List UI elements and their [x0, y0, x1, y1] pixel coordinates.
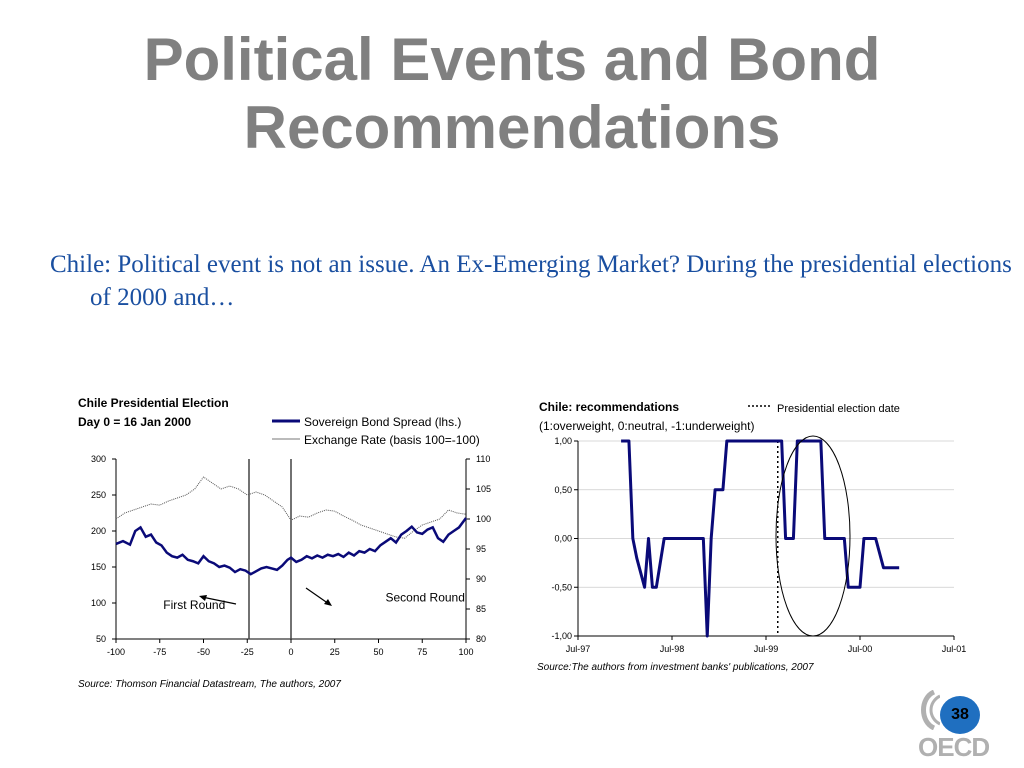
right-chart-axes: 1,00 0,50 0,00 -0,50 -1,00 Jul-97 Jul-98 Jul-99…	[551, 436, 966, 654]
oecd-logo-text: OECD	[918, 732, 990, 762]
x-tick-label: 50	[373, 647, 383, 657]
right-y-tick-label: 100	[476, 514, 491, 524]
legend-election-label: Presidential election date	[777, 403, 900, 415]
y-tick-label: -0,50	[551, 582, 572, 592]
right-chart-marks	[621, 439, 900, 638]
x-tick-label: Jul-97	[566, 644, 591, 654]
left-y-tick-label: 200	[91, 526, 106, 536]
x-tick-label: Jul-00	[848, 644, 873, 654]
oecd-logo-mark	[921, 690, 940, 730]
right-y-tick-label: 95	[476, 544, 486, 554]
y-tick-label: -1,00	[551, 631, 572, 641]
bond-spread-line	[115, 517, 468, 576]
y-tick-label: 1,00	[554, 436, 572, 446]
right-chart-subtitle: (1:overweight, 0:neutral, -1:underweight…	[539, 419, 754, 433]
recommendation-line	[621, 439, 900, 638]
annotation-first-round: First Round	[163, 598, 225, 612]
x-tick-label: Jul-99	[754, 644, 779, 654]
left-y-tick-label: 300	[91, 454, 106, 464]
x-tick-label: 0	[288, 647, 293, 657]
annotation-second-round: Second Round	[386, 591, 465, 605]
y-tick-label: 0,00	[554, 534, 572, 544]
right-y-tick-label: 105	[476, 484, 491, 494]
exchange-rate-line	[115, 476, 467, 539]
left-chart-source: Source: Thomson Financial Datastream, Th…	[78, 679, 341, 690]
x-tick-label: -75	[153, 647, 166, 657]
legend-spread-label: Sovereign Bond Spread (lhs.)	[304, 415, 461, 429]
right-y-tick-label: 80	[476, 634, 486, 644]
legend-exchange-label: Exchange Rate (basis 100=-100)	[304, 433, 480, 447]
left-y-tick-label: 100	[91, 598, 106, 608]
x-tick-label: 75	[417, 647, 427, 657]
election-highlight-ellipse	[775, 435, 851, 637]
x-tick-label: 25	[330, 647, 340, 657]
left-chart-subtitle: Day 0 = 16 Jan 2000	[78, 415, 191, 429]
x-tick-label: Jul-98	[660, 644, 685, 654]
left-y-tick-label: 250	[91, 490, 106, 500]
slide-subtitle: Chile: Political event is not an issue. …	[50, 251, 1012, 311]
right-y-tick-label: 110	[476, 454, 490, 464]
right-chart-title: Chile: recommendations	[539, 400, 679, 414]
left-y-tick-label: 50	[96, 634, 106, 644]
page-number-badge: 38	[940, 696, 980, 734]
right-y-tick-label: 85	[476, 604, 486, 614]
x-tick-label: -50	[197, 647, 210, 657]
right-y-tick-label: 90	[476, 574, 486, 584]
y-tick-label: 0,50	[554, 485, 572, 495]
left-chart-title: Chile Presidential Election	[78, 396, 229, 410]
first-round-arrowhead	[199, 595, 207, 601]
x-tick-label: 100	[458, 647, 473, 657]
slide-title: Political Events and Bond Recommendation…	[0, 26, 1024, 162]
x-tick-label: -25	[241, 647, 254, 657]
x-tick-label: -100	[107, 647, 125, 657]
second-round-arrowhead	[324, 599, 332, 606]
slide-title-line-1: Political Events and Bond	[143, 26, 881, 93]
slide-title-line-2: Recommendations	[243, 94, 781, 161]
first-round-arrow	[201, 596, 237, 605]
left-chart-marks	[115, 459, 468, 639]
x-tick-label: Jul-01	[942, 644, 967, 654]
left-y-tick-label: 150	[91, 562, 106, 572]
right-chart-source: Source:The authors from investment banks…	[537, 662, 814, 673]
second-round-arrow	[305, 587, 330, 605]
